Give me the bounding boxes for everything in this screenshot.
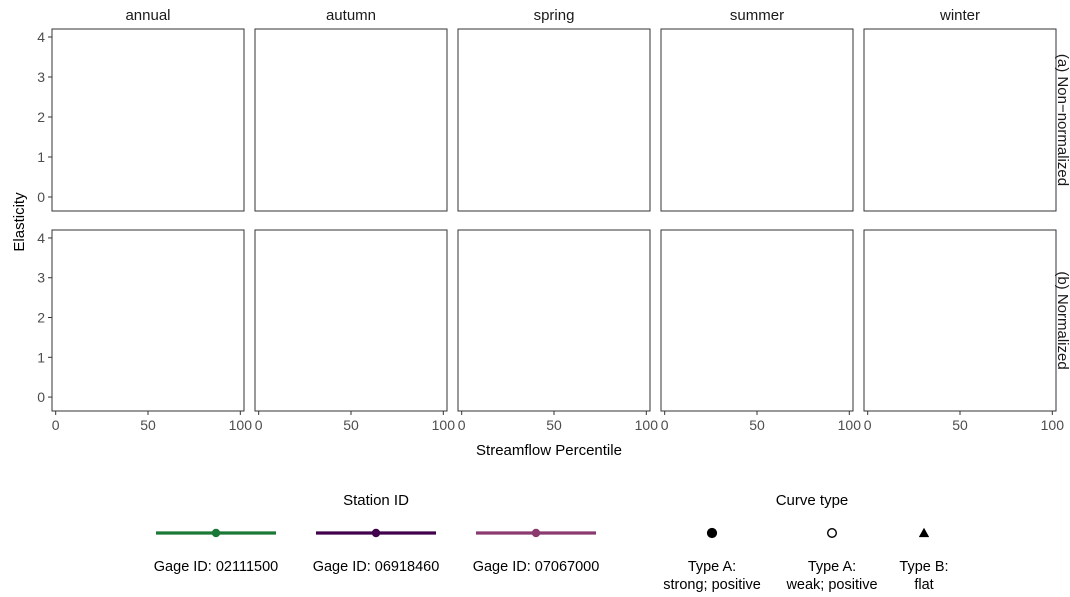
legend-label: Gage ID: 02111500 (154, 559, 278, 575)
row-label-1: (b) Normalized (1054, 271, 1070, 369)
panel-nonnorm-winter (863, 28, 1057, 212)
panel-nonnorm-annual: 0 1 2 3 4 (37, 28, 245, 212)
legend-curve-open_circle: Type A: weak; positive (785, 528, 878, 593)
x-tick-label: 0 (864, 417, 872, 433)
panel-border (457, 229, 651, 412)
y-tick-label: 3 (37, 270, 45, 286)
y-tick-label: 0 (37, 189, 45, 205)
panel-border (660, 28, 854, 212)
facet-label-autumn: autumn (326, 7, 376, 24)
legend-swatch-point (211, 528, 221, 538)
panel-border (254, 229, 448, 412)
x-axis-title: Streamflow Percentile (476, 442, 622, 459)
legend-curve-label-line2: weak; positive (785, 577, 877, 593)
x-tick-label: 50 (749, 417, 765, 433)
x-tick-label: 100 (635, 417, 659, 433)
panel-nonnorm-autumn (254, 28, 448, 212)
x-tick-label: 100 (229, 417, 253, 433)
facet-label-spring: spring (534, 7, 575, 24)
panel-border (863, 229, 1057, 412)
axis-labels: Elasticity Streamflow Percentile (11, 192, 622, 459)
x-tick-label: 100 (432, 417, 456, 433)
y-tick-label: 1 (37, 349, 45, 365)
legend-curve-title: Curve type (776, 492, 849, 509)
legend-curve-label-line1: Type A: (688, 559, 736, 575)
panel-border (660, 229, 854, 412)
legend-label: Gage ID: 07067000 (473, 559, 600, 575)
panel-nonnorm-summer (660, 28, 854, 212)
panel-border (51, 229, 245, 412)
y-tick-label: 1 (37, 149, 45, 165)
legend-marker-filled_circle (706, 527, 718, 539)
panel-border (863, 28, 1057, 212)
facet-label-winter: winter (939, 7, 980, 24)
legend-key-02111500: Gage ID: 02111500 (154, 528, 278, 575)
x-tick-label: 0 (255, 417, 263, 433)
facet-label-summer: summer (730, 7, 784, 24)
x-tick-label: 50 (343, 417, 359, 433)
legend-label: Gage ID: 06918460 (313, 559, 440, 575)
facet-panels: annual 0 1 2 3 4 0 1 2 3 4 0 50 100 autumn 0 50 100 spring… (37, 7, 1070, 433)
y-tick-label: 4 (37, 29, 45, 45)
x-tick-label: 50 (546, 417, 562, 433)
y-axis-title: Elasticity (11, 192, 28, 252)
legend-marker-open_circle (827, 528, 838, 539)
legend-swatch-point (371, 528, 381, 538)
x-tick-label: 100 (838, 417, 862, 433)
legend-curve-label-line2: flat (914, 577, 933, 593)
x-tick-label: 100 (1041, 417, 1065, 433)
panel-norm-autumn: 0 50 100 (254, 229, 456, 433)
panel-norm-winter: 0 50 100 (863, 229, 1065, 433)
facet-label-annual: annual (125, 7, 170, 24)
y-tick-label: 3 (37, 69, 45, 85)
legend-curve-label-line1: Type B: (899, 559, 948, 575)
x-tick-label: 0 (458, 417, 466, 433)
panel-nonnorm-spring (457, 28, 651, 212)
panel-norm-annual: 0 1 2 3 4 0 50 100 (37, 229, 253, 433)
x-tick-label: 0 (661, 417, 669, 433)
row-label-0: (a) Non−normalized (1054, 54, 1070, 186)
legend-swatch-point (531, 528, 541, 538)
legend-key-07067000: Gage ID: 07067000 (473, 528, 600, 575)
legend-curve-label-line1: Type A: (808, 559, 856, 575)
panel-border (51, 28, 245, 212)
y-tick-label: 2 (37, 109, 45, 125)
legend-station-title: Station ID (343, 492, 409, 509)
panel-border (457, 28, 651, 212)
legend-key-06918460: Gage ID: 06918460 (313, 528, 440, 575)
panel-border (254, 28, 448, 212)
x-tick-label: 0 (52, 417, 60, 433)
legend-curve-label-line2: strong; positive (663, 577, 761, 593)
x-tick-label: 50 (140, 417, 156, 433)
x-tick-label: 50 (952, 417, 968, 433)
legend: Station ID Curve type Gage ID: 02111500 G… (154, 492, 949, 593)
panel-norm-spring: 0 50 100 (457, 229, 659, 433)
y-tick-label: 0 (37, 389, 45, 405)
legend-marker-triangle (918, 527, 930, 538)
y-tick-label: 4 (37, 230, 45, 246)
panel-norm-summer: 0 50 100 (660, 229, 862, 433)
legend-curve-filled_circle: Type A: strong; positive (663, 527, 761, 593)
y-tick-label: 2 (37, 310, 45, 326)
legend-items: Gage ID: 02111500 Gage ID: 06918460 Gage I… (154, 527, 949, 593)
legend-curve-triangle: Type B: flat (899, 527, 949, 593)
